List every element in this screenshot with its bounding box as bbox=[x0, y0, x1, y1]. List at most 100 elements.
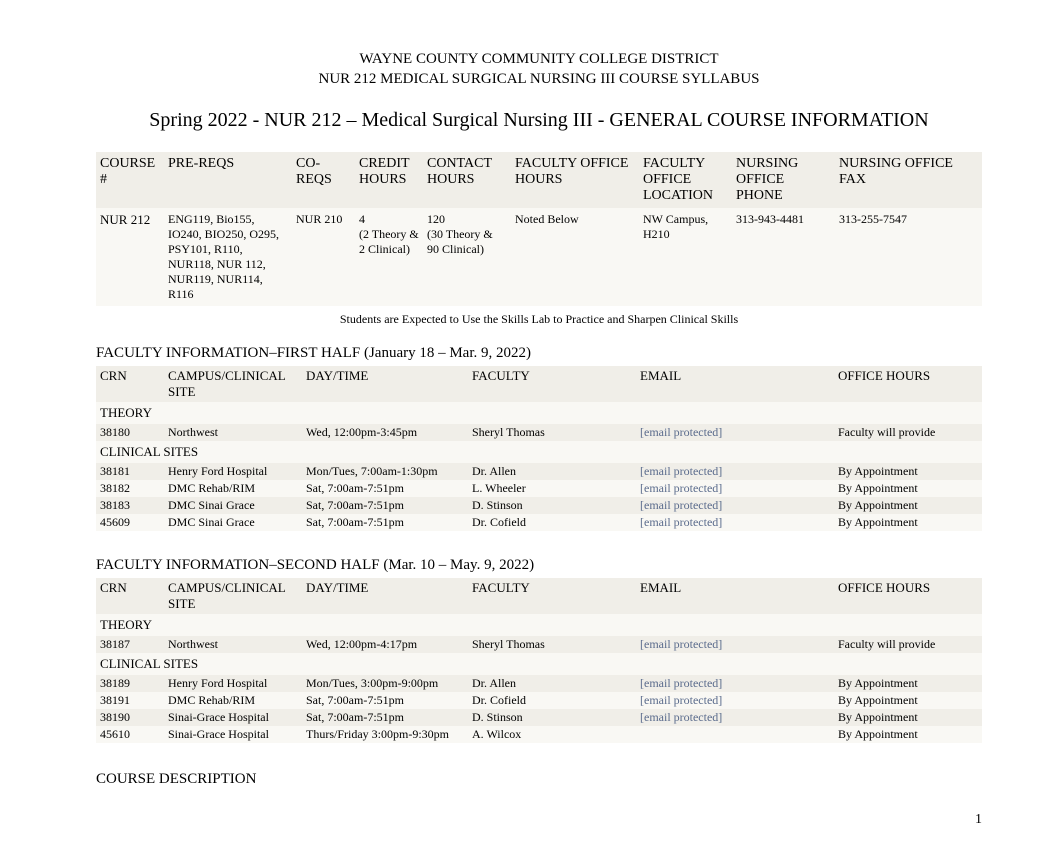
second-half-table: CRN CAMPUS/CLINICAL SITE DAY/TIME FACULT… bbox=[96, 578, 982, 743]
cell-site: DMC Rehab/RIM bbox=[164, 480, 302, 497]
cell-crn: 38189 bbox=[96, 675, 164, 692]
cell-site: Henry Ford Hospital bbox=[164, 675, 302, 692]
cell-email: [email protected] bbox=[636, 480, 834, 497]
cell-crn: 38183 bbox=[96, 497, 164, 514]
col-nursing-phone: NURSING OFFICE PHONE bbox=[732, 152, 835, 208]
cell-email: [email protected] bbox=[636, 424, 834, 441]
theory-subhead: THEORY bbox=[96, 614, 982, 636]
cell-crn: 38181 bbox=[96, 463, 164, 480]
email-link[interactable]: [email protected] bbox=[640, 710, 722, 724]
contact-hours-detail: (30 Theory & 90 Clinical) bbox=[427, 227, 493, 256]
cell-daytime: Wed, 12:00pm-4:17pm bbox=[302, 636, 468, 653]
general-course-info-table: COURSE # PRE-REQS CO-REQS CREDIT HOURS C… bbox=[96, 152, 982, 306]
cell-fac-office-loc: NW Campus, H210 bbox=[639, 208, 732, 306]
cell-faculty: D. Stinson bbox=[468, 709, 636, 726]
cell-email: [email protected] bbox=[636, 636, 834, 653]
cell-faculty: Sheryl Thomas bbox=[468, 636, 636, 653]
col-daytime: DAY/TIME bbox=[302, 578, 468, 614]
cell-prereqs: ENG119, Bio155, IO240, BIO250, O295, PSY… bbox=[164, 208, 292, 306]
cell-contact-hours: 120 (30 Theory & 90 Clinical) bbox=[423, 208, 511, 306]
cell-email: [email protected] bbox=[636, 675, 834, 692]
email-link[interactable]: [email protected] bbox=[640, 498, 722, 512]
col-site: CAMPUS/CLINICAL SITE bbox=[164, 366, 302, 402]
cell-daytime: Mon/Tues, 7:00am-1:30pm bbox=[302, 463, 468, 480]
col-email: EMAIL bbox=[636, 366, 834, 402]
cell-crn: 38182 bbox=[96, 480, 164, 497]
cell-crn: 38191 bbox=[96, 692, 164, 709]
cell-site: Northwest bbox=[164, 636, 302, 653]
cell-credit-hours: 4 (2 Theory & 2 Clinical) bbox=[355, 208, 423, 306]
skills-lab-note: Students are Expected to Use the Skills … bbox=[96, 312, 982, 327]
col-crn: CRN bbox=[96, 366, 164, 402]
table-row: 38187NorthwestWed, 12:00pm-4:17pmSheryl … bbox=[96, 636, 982, 653]
clinical-subhead: CLINICAL SITES bbox=[96, 653, 982, 675]
theory-subhead: THEORY bbox=[96, 402, 982, 424]
email-link[interactable]: [email protected] bbox=[640, 515, 722, 529]
table-row: 38182DMC Rehab/RIMSat, 7:00am-7:51pmL. W… bbox=[96, 480, 982, 497]
document-header: WAYNE COUNTY COMMUNITY COLLEGE DISTRICT … bbox=[96, 50, 982, 132]
cell-crn: 38187 bbox=[96, 636, 164, 653]
cell-office: Faculty will provide bbox=[834, 424, 982, 441]
cell-faculty: D. Stinson bbox=[468, 497, 636, 514]
col-nursing-fax: NURSING OFFICE FAX bbox=[835, 152, 982, 208]
email-link[interactable]: [email protected] bbox=[640, 693, 722, 707]
table-row: 38183DMC Sinai GraceSat, 7:00am-7:51pmD.… bbox=[96, 497, 982, 514]
col-crn: CRN bbox=[96, 578, 164, 614]
cell-office: By Appointment bbox=[834, 497, 982, 514]
credit-hours-val: 4 bbox=[359, 212, 365, 226]
col-credit-hours: CREDIT HOURS bbox=[355, 152, 423, 208]
cell-email: [email protected] bbox=[636, 514, 834, 531]
col-faculty: FACULTY bbox=[468, 366, 636, 402]
cell-daytime: Thurs/Friday 3:00pm-9:30pm bbox=[302, 726, 468, 743]
cell-faculty: Dr. Cofield bbox=[468, 514, 636, 531]
col-site: CAMPUS/CLINICAL SITE bbox=[164, 578, 302, 614]
email-link[interactable]: [email protected] bbox=[640, 481, 722, 495]
col-daytime: DAY/TIME bbox=[302, 366, 468, 402]
cell-crn: 45610 bbox=[96, 726, 164, 743]
col-contact-hours: CONTACT HOURS bbox=[423, 152, 511, 208]
cell-fac-office-hours: Noted Below bbox=[511, 208, 639, 306]
cell-crn: 45609 bbox=[96, 514, 164, 531]
cell-site: Northwest bbox=[164, 424, 302, 441]
page-number: 1 bbox=[96, 812, 982, 828]
contact-hours-val: 120 bbox=[427, 212, 445, 226]
header-line-2: NUR 212 MEDICAL SURGICAL NURSING III COU… bbox=[96, 70, 982, 90]
col-faculty: FACULTY bbox=[468, 578, 636, 614]
col-fac-office-loc: FACULTY OFFICE LOCATION bbox=[639, 152, 732, 208]
cell-nursing-phone: 313-943-4481 bbox=[732, 208, 835, 306]
cell-faculty: Dr. Allen bbox=[468, 675, 636, 692]
cell-site: DMC Sinai Grace bbox=[164, 497, 302, 514]
header-line-1: WAYNE COUNTY COMMUNITY COLLEGE DISTRICT bbox=[96, 50, 982, 70]
cell-office: By Appointment bbox=[834, 675, 982, 692]
cell-site: DMC Sinai Grace bbox=[164, 514, 302, 531]
col-coreqs: CO-REQS bbox=[292, 152, 355, 208]
email-link[interactable]: [email protected] bbox=[640, 425, 722, 439]
cell-office: By Appointment bbox=[834, 692, 982, 709]
email-link[interactable]: [email protected] bbox=[640, 676, 722, 690]
clinical-subhead: CLINICAL SITES bbox=[96, 441, 982, 463]
cell-faculty: A. Wilcox bbox=[468, 726, 636, 743]
cell-office: By Appointment bbox=[834, 480, 982, 497]
cell-email: [email protected] bbox=[636, 692, 834, 709]
table-row: 45610Sinai-Grace HospitalThurs/Friday 3:… bbox=[96, 726, 982, 743]
col-email: EMAIL bbox=[636, 578, 834, 614]
cell-course-num: NUR 212 bbox=[96, 208, 164, 306]
cell-daytime: Sat, 7:00am-7:51pm bbox=[302, 480, 468, 497]
cell-faculty: Dr. Allen bbox=[468, 463, 636, 480]
first-half-heading: FACULTY INFORMATION–FIRST HALF (January … bbox=[96, 345, 982, 362]
cell-daytime: Sat, 7:00am-7:51pm bbox=[302, 497, 468, 514]
cell-faculty: Sheryl Thomas bbox=[468, 424, 636, 441]
table-row: 38189Henry Ford HospitalMon/Tues, 3:00pm… bbox=[96, 675, 982, 692]
col-office: OFFICE HOURS bbox=[834, 366, 982, 402]
term-course-subheader: Spring 2022 - NUR 212 – Medical Surgical… bbox=[96, 109, 982, 132]
email-link[interactable]: [email protected] bbox=[640, 464, 722, 478]
cell-daytime: Sat, 7:00am-7:51pm bbox=[302, 514, 468, 531]
table-row: 38191DMC Rehab/RIMSat, 7:00am-7:51pmDr. … bbox=[96, 692, 982, 709]
cell-office: By Appointment bbox=[834, 726, 982, 743]
cell-faculty: L. Wheeler bbox=[468, 480, 636, 497]
email-link[interactable]: [email protected] bbox=[640, 637, 722, 651]
cell-crn: 38180 bbox=[96, 424, 164, 441]
cell-coreqs: NUR 210 bbox=[292, 208, 355, 306]
second-half-heading: FACULTY INFORMATION–SECOND HALF (Mar. 10… bbox=[96, 557, 982, 574]
table-row: 38180NorthwestWed, 12:00pm-3:45pmSheryl … bbox=[96, 424, 982, 441]
